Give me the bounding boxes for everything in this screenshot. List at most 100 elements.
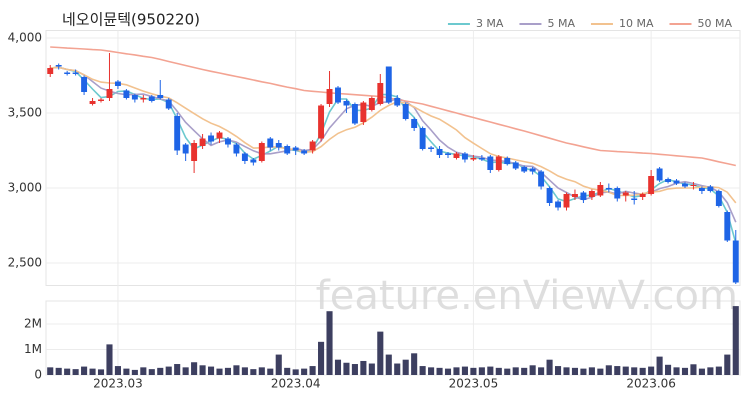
- candle-body: [504, 158, 511, 164]
- volume-bar: [258, 367, 265, 375]
- candle-body: [98, 99, 104, 101]
- candle-body: [648, 176, 655, 194]
- candle-body: [631, 198, 638, 200]
- plot-area: [45, 30, 741, 286]
- candle-body: [301, 150, 308, 154]
- volume-bar: [444, 368, 452, 375]
- volume-bar: [453, 367, 460, 375]
- candle-body: [225, 138, 231, 145]
- candle-body: [157, 95, 164, 98]
- x-tick-label: 2023.05: [449, 377, 499, 391]
- candle-body: [55, 65, 62, 67]
- candle-body: [470, 158, 477, 160]
- candle-body: [351, 104, 358, 124]
- x-tick-label: 2023.06: [626, 377, 676, 391]
- ma-line: [50, 46, 736, 167]
- volume-bar: [97, 369, 105, 375]
- volume-bar: [597, 368, 604, 375]
- candle-body: [563, 194, 570, 208]
- candle-body: [682, 183, 688, 187]
- volume-bar: [157, 367, 164, 375]
- candle-body: [64, 72, 71, 74]
- volume-bar: [732, 306, 739, 375]
- volume-bar: [64, 368, 71, 375]
- candle-body: [546, 188, 553, 203]
- candle-body: [47, 68, 54, 74]
- volume-bar: [318, 341, 325, 375]
- volume-bar: [715, 366, 722, 375]
- x-tick-label: 2023.03: [93, 377, 143, 391]
- candle-body: [343, 101, 350, 106]
- ma-line: [50, 66, 737, 204]
- volume-bar: [698, 368, 705, 375]
- volume-bar: [165, 366, 172, 375]
- legend-label: 50 MA: [697, 17, 732, 30]
- candle-body: [445, 153, 451, 155]
- candle-body: [572, 194, 578, 197]
- volume-bar: [521, 367, 528, 375]
- volume-bar: [81, 366, 88, 375]
- volume-bar: [275, 354, 282, 375]
- legend-label: 3 MA: [476, 17, 504, 30]
- candle-body: [318, 105, 325, 139]
- candle-body: [292, 147, 299, 151]
- volume-bar: [605, 365, 612, 375]
- volume-bar: [292, 369, 299, 375]
- candle-body: [258, 143, 265, 161]
- candle-body: [199, 138, 206, 146]
- volume-bar: [487, 366, 494, 375]
- volume-bar: [538, 367, 545, 375]
- candle-body: [148, 96, 155, 101]
- candle-body: [411, 119, 418, 128]
- volume-bar: [639, 367, 646, 375]
- volume-bar: [191, 362, 198, 375]
- volume-bar: [681, 367, 689, 375]
- volume-bar: [250, 369, 257, 375]
- volume-bar: [326, 311, 333, 375]
- candle-body: [656, 168, 663, 181]
- volume-bar: [504, 368, 511, 375]
- candle-body: [555, 201, 561, 208]
- candle-body: [114, 81, 121, 86]
- candle-body: [326, 89, 333, 104]
- candle-body: [241, 153, 248, 161]
- candle-body: [165, 99, 172, 109]
- ma-line: [50, 66, 737, 223]
- candle-body: [216, 132, 223, 139]
- volume-bar: [631, 367, 638, 375]
- candle-body: [461, 153, 468, 160]
- volume-bar: [123, 368, 130, 375]
- candle-body: [368, 98, 375, 110]
- volume-bar: [309, 366, 316, 375]
- volume-bar: [563, 367, 570, 375]
- candle-body: [715, 191, 722, 206]
- candle-body: [639, 194, 646, 197]
- candle-body: [732, 240, 739, 283]
- volume-bar: [148, 369, 155, 375]
- volume-bar: [546, 359, 553, 375]
- candle-body: [529, 168, 536, 172]
- candle-body: [673, 180, 680, 184]
- volume-bar: [622, 366, 629, 375]
- volume-bar: [207, 366, 215, 375]
- volume-bar: [284, 367, 291, 375]
- candle-body: [707, 186, 714, 191]
- chart-title: 네오이뮨텍(950220): [62, 11, 200, 29]
- y-tick-label: 4,000: [8, 31, 42, 45]
- x-tick-label: 2023.04: [271, 377, 321, 391]
- y-tick-label: 0: [34, 368, 42, 382]
- candle-body: [588, 191, 595, 197]
- volume-bar: [580, 368, 587, 375]
- volume-bar: [673, 367, 680, 375]
- volume-bar: [267, 368, 274, 375]
- candle-body: [309, 141, 316, 151]
- volume-area: [45, 300, 741, 376]
- candle-body: [106, 89, 113, 98]
- y-tick-label: 3,500: [8, 106, 42, 120]
- volume-bar: [665, 364, 672, 375]
- volume-bar: [199, 365, 206, 375]
- candle-body: [123, 90, 130, 98]
- candle-body: [453, 153, 460, 158]
- candle-body: [512, 162, 519, 169]
